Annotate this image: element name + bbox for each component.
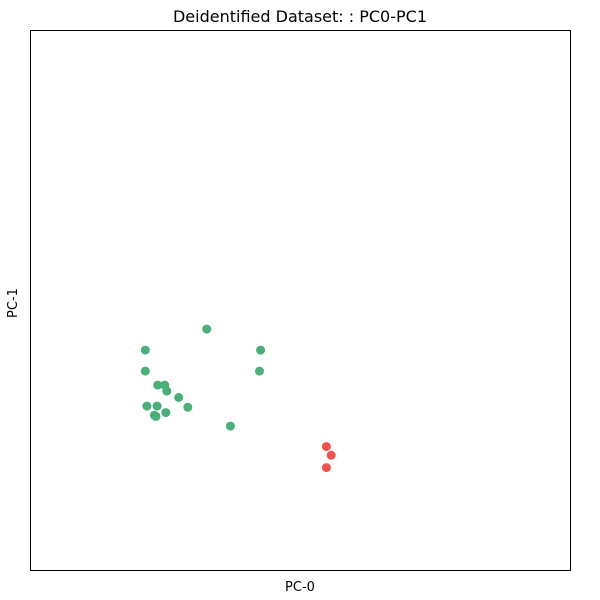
scatter-point-series-0-11	[183, 402, 193, 412]
scatter-point-series-0-4	[255, 366, 264, 376]
scatter-point-series-0-5	[153, 380, 163, 390]
scatter-point-series-0-3	[140, 366, 150, 376]
scatter-point-series-0-12	[161, 408, 171, 418]
scatter-point-series-0-2	[256, 345, 266, 355]
scatter-point-series-0-0	[202, 324, 212, 334]
plot-area-frame	[30, 30, 571, 571]
scatter-point-series-0-9	[142, 401, 152, 411]
scatter-point-series-0-15	[225, 421, 235, 431]
scatter-point-series-0-14	[151, 411, 161, 421]
scatter-point-series-1-2	[321, 463, 331, 473]
scatter-point-series-1-1	[326, 450, 336, 460]
y-axis-label: PC-1	[6, 288, 21, 318]
scatter-point-series-0-7	[162, 386, 172, 396]
chart-title: Deidentified Dataset: : PC0-PC1	[173, 7, 427, 26]
scatter-point-series-0-10	[152, 401, 162, 411]
x-axis-label: PC-0	[285, 580, 315, 595]
scatter-point-series-0-8	[174, 393, 184, 402]
data-points-layer	[140, 324, 336, 473]
scatter-point-series-0-1	[140, 345, 150, 355]
scatter-point-series-1-0	[321, 442, 331, 452]
